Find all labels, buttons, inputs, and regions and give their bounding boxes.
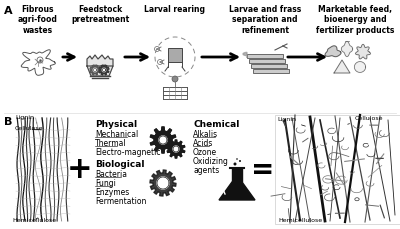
Bar bbox=[249, 59, 285, 63]
Text: Physical: Physical bbox=[95, 120, 137, 129]
Polygon shape bbox=[150, 170, 176, 196]
Polygon shape bbox=[243, 52, 247, 58]
Text: Thermal: Thermal bbox=[95, 139, 127, 148]
Polygon shape bbox=[173, 146, 179, 152]
Polygon shape bbox=[354, 62, 366, 72]
Text: Bacteria: Bacteria bbox=[95, 170, 127, 179]
Text: Lignin: Lignin bbox=[15, 115, 37, 123]
Text: Chemical: Chemical bbox=[193, 120, 239, 129]
Circle shape bbox=[234, 163, 236, 166]
Text: Enzymes: Enzymes bbox=[95, 188, 129, 197]
Circle shape bbox=[172, 76, 178, 82]
Text: Lignin: Lignin bbox=[277, 117, 305, 126]
Text: Cellulose: Cellulose bbox=[15, 126, 44, 131]
Text: Feedstock
pretreatment: Feedstock pretreatment bbox=[71, 5, 129, 25]
Bar bbox=[253, 69, 289, 73]
Text: Ozone: Ozone bbox=[193, 148, 217, 157]
Text: Alkalis: Alkalis bbox=[193, 130, 218, 139]
Bar bbox=[247, 54, 283, 58]
Polygon shape bbox=[87, 55, 113, 66]
Text: Larvae and frass
separation and
refinement: Larvae and frass separation and refineme… bbox=[229, 5, 301, 35]
Polygon shape bbox=[90, 65, 100, 75]
Text: A: A bbox=[4, 6, 13, 16]
Text: Larval rearing: Larval rearing bbox=[144, 5, 206, 14]
Polygon shape bbox=[102, 68, 106, 72]
Polygon shape bbox=[356, 44, 370, 59]
Polygon shape bbox=[219, 182, 255, 200]
Polygon shape bbox=[94, 68, 96, 72]
Text: agents: agents bbox=[193, 166, 219, 175]
Polygon shape bbox=[341, 41, 353, 57]
Circle shape bbox=[239, 160, 241, 162]
Text: Biological: Biological bbox=[95, 160, 144, 169]
Text: Oxidizing: Oxidizing bbox=[193, 157, 229, 166]
Polygon shape bbox=[150, 127, 176, 153]
Polygon shape bbox=[157, 177, 169, 189]
Text: Hemicellulose: Hemicellulose bbox=[278, 214, 330, 223]
Polygon shape bbox=[167, 140, 185, 158]
Text: Marketable feed,
bioenergy and
fertilizer products: Marketable feed, bioenergy and fertilize… bbox=[316, 5, 394, 35]
Bar bbox=[275, 115, 400, 224]
Text: Hemicellulose: Hemicellulose bbox=[12, 218, 56, 224]
Text: B: B bbox=[4, 117, 12, 127]
Text: Electro-magnetic: Electro-magnetic bbox=[95, 148, 160, 157]
Text: Mechanical: Mechanical bbox=[95, 130, 138, 139]
Circle shape bbox=[236, 158, 238, 160]
Bar bbox=[251, 64, 287, 68]
Text: =: = bbox=[251, 156, 275, 184]
Polygon shape bbox=[87, 66, 113, 76]
Text: Fungi: Fungi bbox=[95, 179, 116, 188]
Bar bbox=[168, 48, 182, 62]
Text: Fermentation: Fermentation bbox=[95, 197, 146, 206]
Polygon shape bbox=[159, 136, 167, 144]
Text: +: + bbox=[67, 155, 93, 185]
Polygon shape bbox=[325, 46, 341, 57]
Polygon shape bbox=[99, 65, 109, 75]
Text: Fibrous
agri-food
wastes: Fibrous agri-food wastes bbox=[18, 5, 58, 35]
Text: Acids: Acids bbox=[193, 139, 213, 148]
Polygon shape bbox=[334, 60, 350, 73]
Polygon shape bbox=[232, 168, 242, 182]
Text: Cellulose: Cellulose bbox=[348, 115, 384, 124]
